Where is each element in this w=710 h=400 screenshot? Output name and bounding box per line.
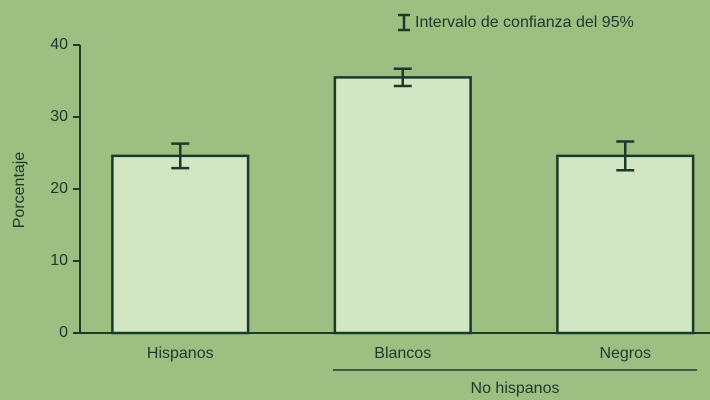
y-tick-label: 20 (50, 180, 68, 197)
legend-icon (398, 13, 410, 32)
x-tick-label: Blancos (374, 345, 431, 362)
bar (111, 154, 250, 335)
bar (556, 154, 695, 335)
y-tick-label: 10 (50, 252, 68, 269)
error-bar (616, 140, 635, 172)
y-tick-label: 30 (50, 108, 68, 125)
y-tick-label: 40 (50, 36, 68, 53)
error-bar (393, 67, 412, 88)
y-axis-label: Porcentaje (11, 152, 28, 229)
x-tick-label: Hispanos (147, 345, 214, 362)
legend: Intervalo de confianza del 95% (398, 13, 634, 32)
x-tick-label: Negros (599, 345, 651, 362)
group-label: No hispanos (471, 380, 560, 397)
error-bar (171, 142, 190, 170)
legend-label: Intervalo de confianza del 95% (415, 14, 634, 31)
y-tick-label: 0 (59, 324, 68, 341)
bar (333, 76, 472, 335)
